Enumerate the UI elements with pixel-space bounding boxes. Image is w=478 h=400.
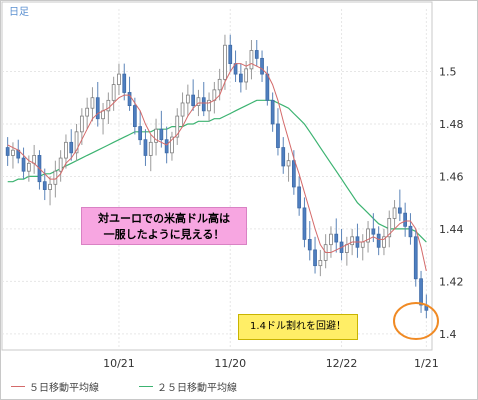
y-tick-label: 1.46: [439, 170, 464, 183]
candle-body: [382, 236, 386, 248]
candle-body: [69, 141, 74, 154]
candle-body: [344, 244, 349, 253]
candle-body: [170, 136, 174, 154]
candle-body: [48, 183, 52, 190]
candle-body: [281, 147, 286, 167]
candle-body: [350, 236, 355, 246]
candle-body: [408, 225, 413, 238]
candle-body: [276, 123, 280, 148]
candle-body: [403, 212, 408, 227]
candle-body: [64, 141, 68, 159]
y-tick-label: 1.42: [439, 275, 464, 288]
candle-body: [217, 78, 222, 91]
candle-body: [223, 44, 227, 80]
annotation-main: 対ユーロでの米高ドル高は 一服したように見える！: [81, 207, 247, 245]
candle-body: [329, 233, 333, 246]
candle-body: [291, 160, 296, 188]
candle-body: [111, 84, 116, 101]
candle-body: [90, 97, 95, 109]
candle-body: [106, 99, 111, 112]
candle-body: [265, 73, 270, 101]
candle-body: [371, 228, 376, 235]
x-tick-label: 11/20: [214, 357, 246, 370]
y-tick-label: 1.44: [439, 223, 464, 236]
candle-body: [74, 131, 79, 154]
candle-body: [244, 68, 249, 83]
candle-body: [196, 97, 201, 106]
candle-body: [154, 128, 158, 143]
ma5-line: [7, 63, 427, 272]
candle-body: [26, 162, 31, 172]
y-tick-label: 1.4: [439, 328, 457, 341]
highlight-circle: [393, 302, 439, 340]
candle-body: [297, 186, 302, 209]
x-tick-label: 12/22: [326, 357, 358, 370]
candle-body: [360, 241, 365, 248]
candle-body: [32, 155, 37, 164]
legend-ma25: ２５日移動平均線: [139, 379, 237, 394]
candle-body: [270, 99, 275, 125]
candle-body: [397, 207, 402, 214]
legend-ma5-label: ５日移動平均線: [29, 383, 99, 394]
candle-body: [254, 50, 259, 59]
candle-body: [175, 115, 180, 138]
legend-ma5-swatch: [11, 386, 25, 387]
candle-body: [313, 249, 317, 267]
candle-body: [101, 110, 105, 120]
annotation-main-line2: 一服したように見える！: [103, 228, 225, 241]
candle-body: [228, 44, 233, 65]
candle-body: [117, 73, 121, 85]
legend-ma25-label: ２５日移動平均線: [157, 383, 237, 394]
candle-body: [307, 239, 312, 251]
plot-area: [1, 1, 433, 351]
annotation-main-line1: 対ユーロでの米高ドル高は: [98, 212, 230, 225]
candle-body: [286, 160, 291, 167]
legend-ma5: ５日移動平均線: [11, 379, 99, 394]
y-tick-label: 1.48: [439, 118, 464, 131]
candle-body: [201, 97, 206, 112]
candle-body: [11, 149, 15, 156]
legend-ma25-swatch: [139, 386, 153, 387]
candle-body: [238, 73, 243, 83]
y-tick-label: 1.5: [439, 65, 457, 78]
ma25-line: [7, 99, 427, 243]
candle-body: [132, 105, 137, 127]
x-tick-label: 1/21: [414, 357, 439, 370]
candle-body: [387, 218, 392, 238]
x-tick-label: 10/21: [103, 357, 135, 370]
candle-body: [79, 115, 84, 133]
candle-body: [419, 278, 423, 306]
annotation-support: 1.4ドル割れを回避！: [238, 314, 358, 340]
candle-body: [85, 107, 90, 117]
candle-body: [185, 94, 190, 104]
candle-body: [58, 157, 63, 172]
candle-body: [164, 139, 169, 154]
candle-body: [122, 73, 127, 93]
candle-body: [42, 181, 47, 190]
candle-body: [143, 139, 148, 156]
candle-body: [180, 102, 185, 117]
candle-body: [127, 92, 132, 106]
candle-body: [318, 260, 323, 267]
candle-body: [21, 157, 26, 172]
candle-body: [260, 57, 264, 75]
candle-body: [5, 147, 10, 156]
candle-body: [148, 141, 153, 156]
candle-body: [249, 50, 254, 70]
candle-body: [334, 233, 339, 243]
candle-body: [302, 207, 307, 240]
candle-body: [366, 228, 370, 243]
candle-body: [138, 126, 143, 141]
period-label: 日足: [9, 6, 29, 18]
candle-body: [95, 97, 100, 120]
candle-body: [376, 233, 381, 248]
candle-body: [207, 99, 211, 112]
candle-body: [191, 94, 196, 106]
candle-body: [159, 128, 164, 141]
candle-body: [392, 207, 397, 219]
candle-body: [413, 236, 418, 280]
